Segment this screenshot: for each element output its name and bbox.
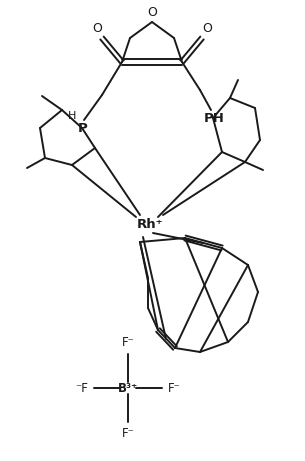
- Text: B³⁺: B³⁺: [118, 382, 138, 395]
- Text: O: O: [147, 6, 157, 19]
- Text: O: O: [202, 23, 212, 35]
- Text: Rh⁺: Rh⁺: [137, 219, 163, 231]
- Text: ⁻F: ⁻F: [76, 382, 88, 395]
- Text: F⁻: F⁻: [122, 337, 135, 349]
- Text: PH: PH: [203, 112, 224, 124]
- Text: H: H: [68, 111, 76, 121]
- Text: F⁻: F⁻: [167, 382, 181, 395]
- Text: F⁻: F⁻: [122, 426, 135, 439]
- Text: O: O: [92, 23, 102, 35]
- Text: P: P: [78, 122, 88, 135]
